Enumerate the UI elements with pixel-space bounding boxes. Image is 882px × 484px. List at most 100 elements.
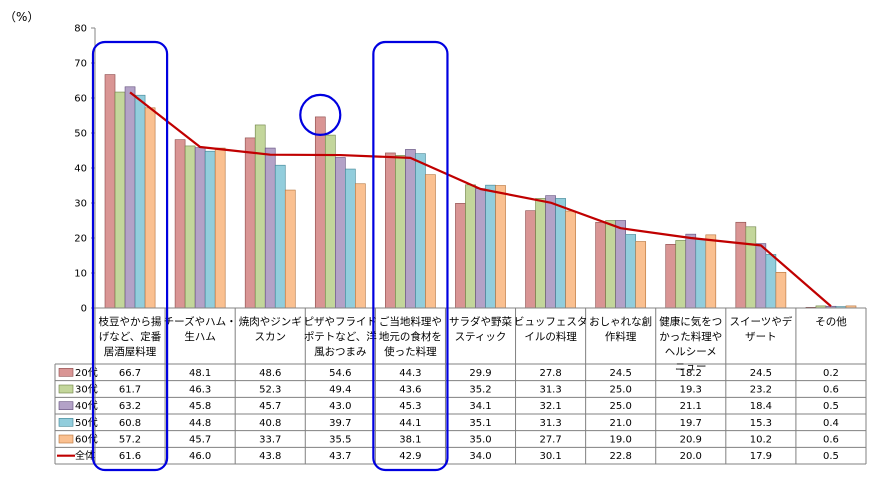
data-value-label: 44.3 [399, 368, 421, 379]
legend-swatch [58, 434, 74, 444]
bar-40代 [124, 86, 136, 309]
bar-30代 [324, 134, 336, 309]
category-label: サラダや野菜 [449, 315, 512, 328]
bar-30代 [395, 155, 406, 309]
bar-50代 [415, 153, 426, 309]
highlight-rectangle [91, 40, 169, 472]
data-value-label: 61.7 [119, 385, 141, 396]
data-value-label: 44.1 [399, 418, 421, 429]
bar-20代 [174, 139, 186, 309]
category-label: イルの料理 [524, 330, 577, 343]
data-value-label: 45.3 [399, 401, 421, 412]
data-value-label: 15.3 [750, 418, 772, 429]
category-label: 焼肉やジンギ [239, 315, 302, 328]
data-value-label: 52.3 [259, 385, 281, 396]
highlight-rectangle [372, 40, 449, 472]
legend-label: 30代 [75, 384, 98, 396]
bar-40代 [615, 220, 626, 309]
legend-label: 40代 [75, 400, 98, 412]
data-value-label: 30.1 [539, 451, 561, 462]
data-value-label: 42.9 [399, 451, 421, 462]
data-value-label: 66.7 [119, 368, 141, 379]
y-tick-label: 30 [74, 199, 87, 210]
bar-20代 [314, 116, 326, 309]
category-label: ご当地料理や [379, 315, 442, 328]
y-tick-label: 0 [81, 304, 87, 315]
data-value-label: 18.4 [750, 401, 772, 412]
data-value-label: 40.8 [259, 418, 281, 429]
legend-swatch [58, 418, 74, 427]
data-value-label: 34.1 [469, 401, 491, 412]
data-value-label: 20.9 [680, 435, 702, 446]
data-value-label: 21.0 [610, 418, 632, 429]
bar-50代 [274, 164, 286, 309]
legend-label: 60代 [75, 434, 98, 446]
data-value-label: 43.0 [329, 401, 351, 412]
bar-40代 [194, 147, 206, 309]
data-value-label: 25.0 [610, 401, 632, 412]
category-label: 作料理 [605, 330, 637, 343]
bar-50代 [555, 198, 566, 309]
bar-40代 [685, 233, 697, 309]
category-label: 地元の食材を [379, 330, 442, 343]
bar-50代 [485, 184, 496, 309]
data-value-label: 23.2 [750, 385, 772, 396]
bar-60代 [705, 234, 717, 309]
bar-20代 [665, 244, 677, 309]
data-value-label: 57.2 [119, 435, 141, 446]
highlight-circle [299, 93, 342, 137]
category-label: スカン [254, 331, 286, 343]
bar-50代 [204, 150, 216, 309]
bar-20代 [244, 137, 256, 309]
bar-20代 [525, 210, 536, 309]
data-value-label: 29.9 [469, 368, 491, 379]
legend-label: 20代 [75, 367, 98, 379]
legend-swatch [58, 368, 74, 377]
data-value-label: 45.7 [259, 401, 281, 412]
data-value-label: 17.9 [750, 451, 772, 462]
data-value-label: 39.7 [329, 418, 351, 429]
data-value-label: 43.7 [329, 451, 351, 462]
data-value-label: 54.6 [329, 368, 351, 379]
data-value-label: 60.8 [119, 418, 141, 429]
bar-60代 [495, 185, 506, 309]
data-value-label: 21.1 [680, 401, 702, 412]
category-label: ポテトなど、洋 [304, 330, 377, 343]
data-value-label: 20.0 [680, 451, 702, 462]
data-value-label: 43.8 [259, 451, 281, 462]
data-value-label: 43.6 [399, 385, 421, 396]
bar-30代 [184, 145, 196, 309]
legend-label: 50代 [75, 417, 98, 429]
data-value-label: 0.4 [823, 418, 839, 429]
bar-30代 [535, 198, 546, 309]
data-value-label: 18.2 [680, 368, 702, 379]
data-value-label: 19.3 [680, 385, 702, 396]
bar-40代 [335, 157, 346, 309]
category-label: 風おつまみ [314, 346, 367, 358]
bar-20代 [735, 221, 747, 309]
data-value-label: 35.1 [469, 418, 491, 429]
bar-60代 [635, 241, 647, 309]
y-tick-label: 10 [74, 269, 87, 280]
bar-60代 [425, 174, 436, 309]
data-value-label: 24.5 [750, 368, 772, 379]
bar-20代 [385, 152, 396, 309]
bar-60代 [775, 271, 787, 309]
data-value-label: 35.0 [469, 435, 491, 446]
data-value-label: 45.7 [189, 435, 211, 446]
y-tick-label: 50 [74, 129, 87, 140]
category-label: げなど、定番 [99, 330, 162, 343]
category-label: 枝豆やから揚 [99, 315, 162, 328]
data-value-label: 46.3 [189, 385, 211, 396]
data-value-label: 27.7 [539, 435, 561, 446]
data-value-label: 0.2 [823, 368, 839, 379]
legend-swatch [58, 384, 74, 394]
category-label: おしゃれな創 [589, 315, 652, 328]
y-tick-label: 40 [74, 164, 87, 175]
data-value-label: 46.0 [189, 451, 211, 462]
data-value-label: 22.8 [610, 451, 632, 462]
category-label: ヘルシーメ [665, 346, 717, 358]
category-label: 居酒屋料理 [104, 345, 157, 358]
data-value-label: 0.5 [823, 401, 839, 412]
